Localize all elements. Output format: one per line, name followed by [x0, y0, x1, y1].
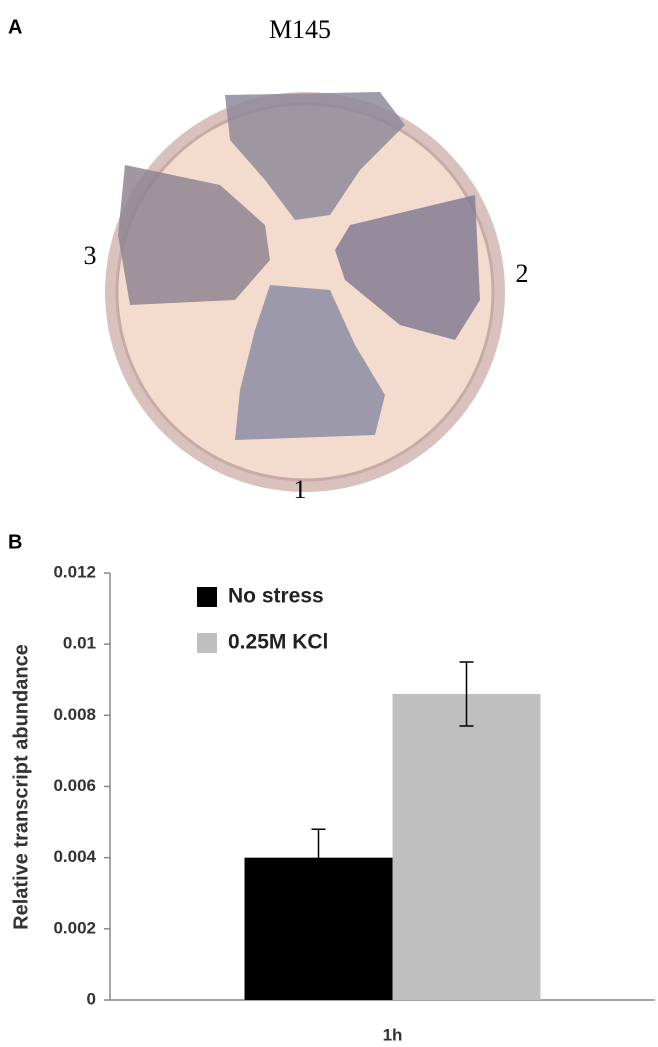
y-tick-label: 0.012 — [53, 562, 96, 581]
figure: A M145 1 2 3 B Relative transcript abund… — [0, 0, 658, 1047]
panel-label: B — [8, 531, 22, 553]
x-tick-label: 1h — [383, 1025, 403, 1044]
y-tick-label: 0.006 — [53, 776, 96, 795]
y-tick-label: 0.004 — [53, 847, 96, 866]
legend-label: 0.25M KCl — [228, 631, 328, 654]
legend-swatch — [197, 633, 217, 653]
y-tick-label: 0.002 — [53, 918, 96, 937]
page: A M145 1 2 3 B Relative transcript abund… — [0, 0, 658, 1047]
legend-label: No stress — [228, 585, 324, 608]
y-tick-label: 0.01 — [63, 634, 96, 653]
strain-label: M145 — [269, 15, 331, 44]
y-axis-label: Relative transcript abundance — [10, 644, 32, 930]
sector-label: 2 — [516, 259, 529, 288]
sector-label: 3 — [84, 241, 97, 270]
bar — [393, 694, 541, 1000]
petri-dish — [105, 92, 505, 492]
sector-label: 1 — [294, 475, 307, 504]
y-tick-label: 0.008 — [53, 705, 96, 724]
legend-swatch — [197, 587, 217, 607]
y-tick-label: 0 — [87, 989, 96, 1008]
panel-label: A — [8, 16, 22, 38]
